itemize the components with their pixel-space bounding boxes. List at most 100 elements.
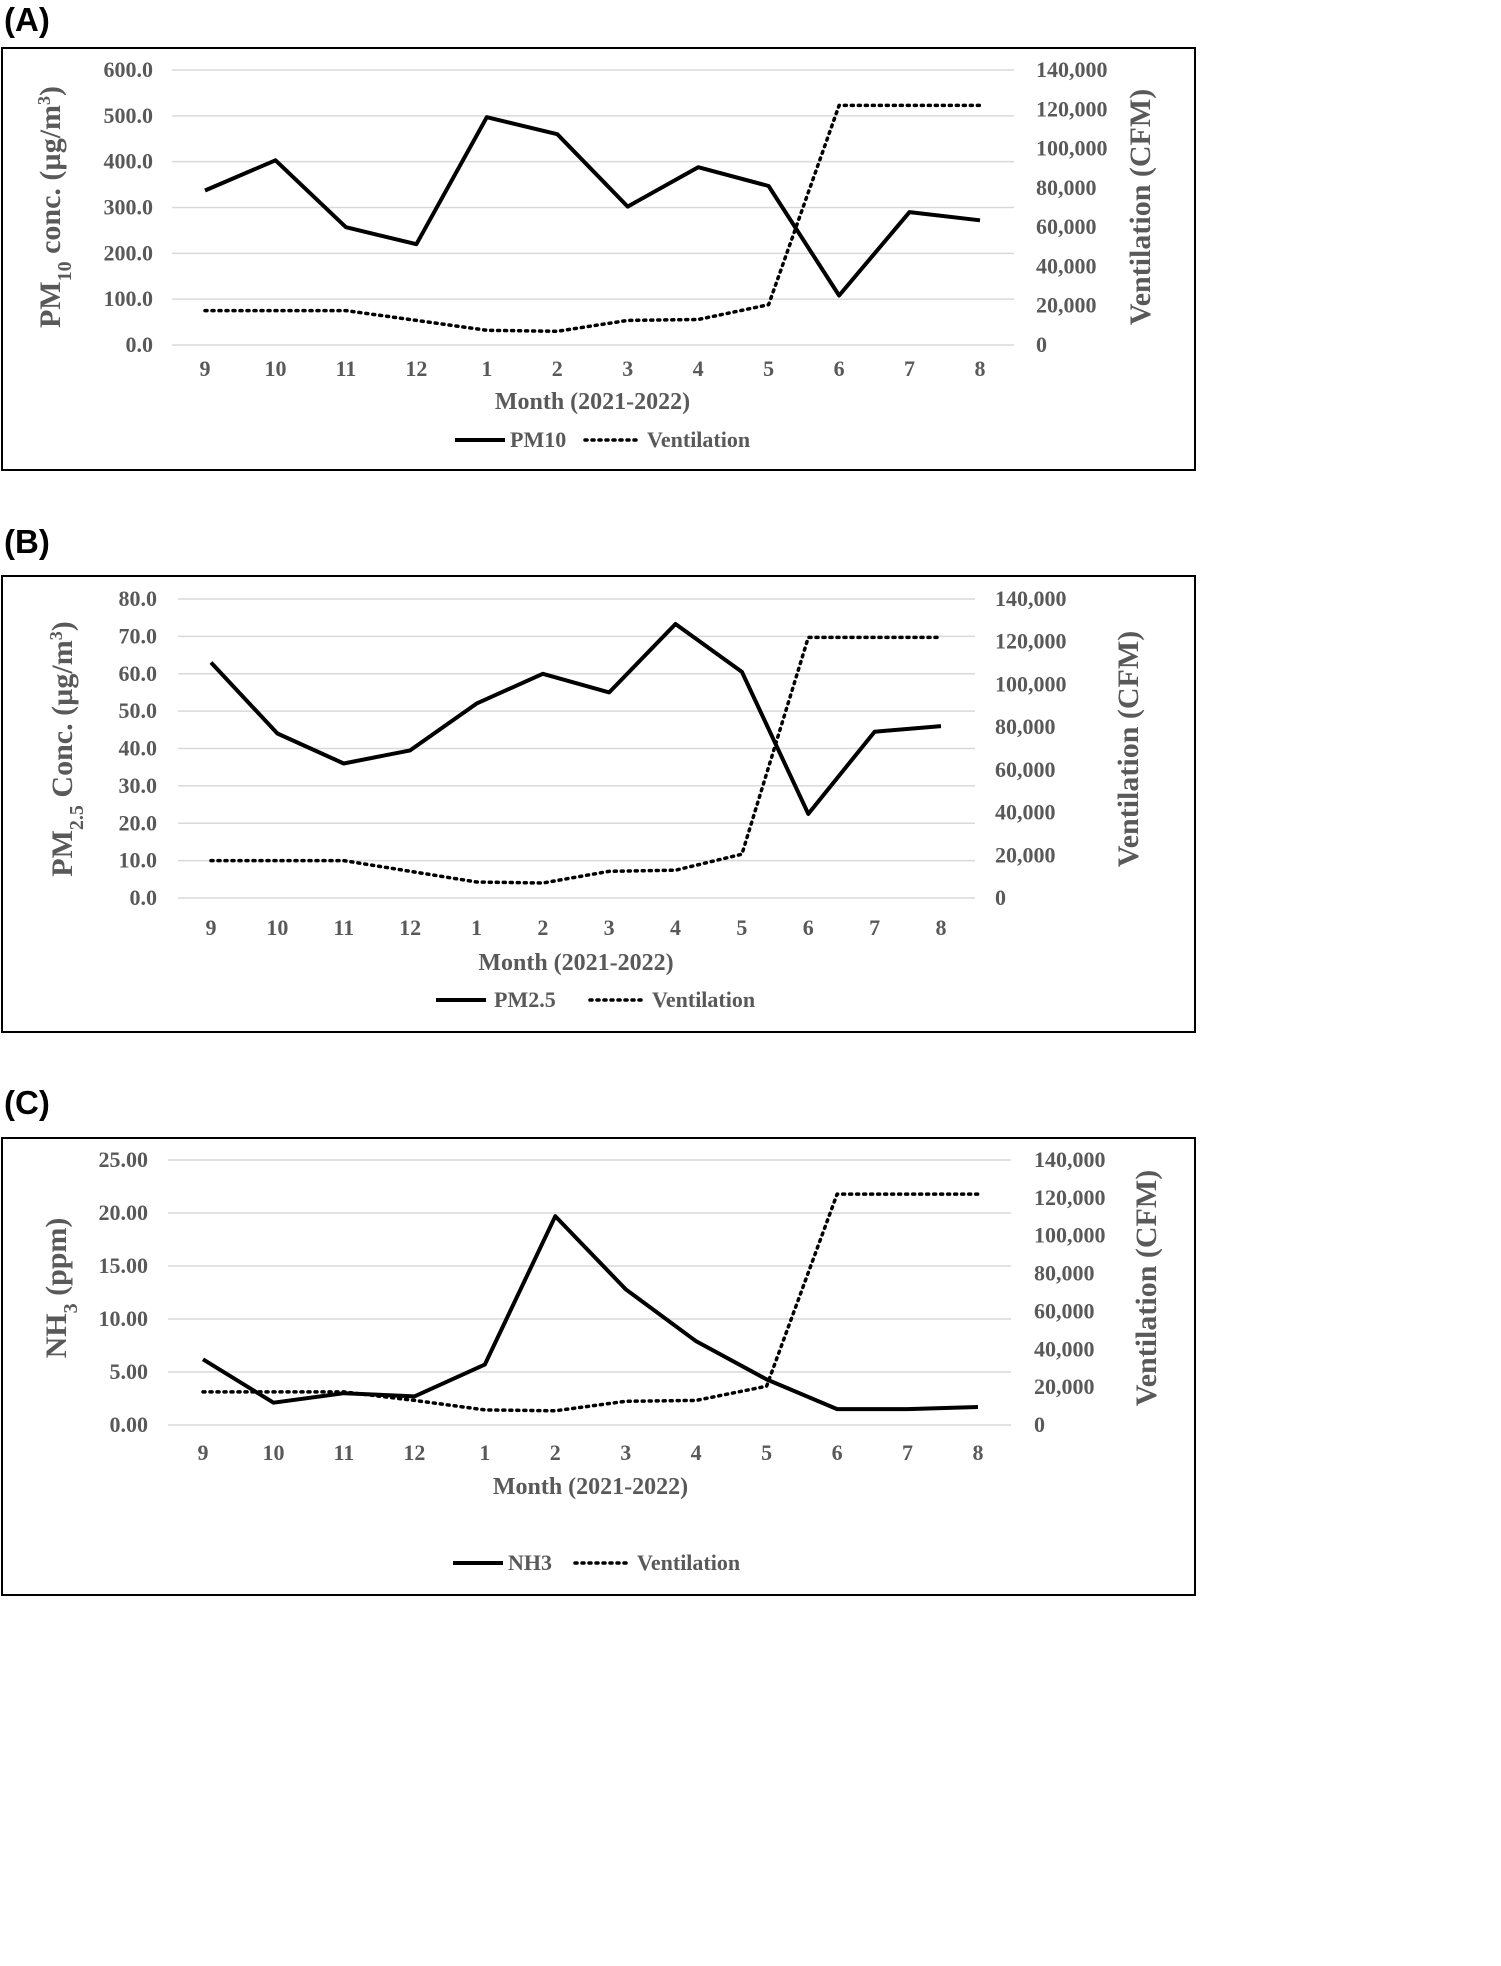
y2-tick-label: 120,000: [1036, 96, 1108, 121]
y2-tick-label: 60,000: [1036, 214, 1097, 239]
y-tick-label: 400.0: [104, 149, 154, 174]
x-tick-label: 1: [471, 915, 482, 940]
y-axis-label-part: PM: [46, 830, 79, 877]
legend-label: PM2.5: [494, 987, 556, 1012]
x-tick-label: 12: [399, 915, 421, 940]
y-axis-label: PM2.5 Conc. (µg/m3): [46, 621, 88, 876]
x-tick-label: 2: [552, 356, 563, 381]
y-tick-label: 500.0: [104, 103, 154, 128]
chart-panel-2: (B) 0.0 10.0 20.0 30.0 40.0 50.0 60.0 70.0 80.0 0 2…: [1, 523, 1196, 1033]
y2-axis-label: Ventilation (CFM): [1124, 89, 1157, 325]
y-axis-label-part: Conc. (µg/m: [46, 640, 79, 805]
x-tick-label: 3: [622, 356, 633, 381]
panel-label: (A): [4, 1, 50, 38]
y2-tick-label: 80,000: [1036, 175, 1097, 200]
y-tick-label: 0.0: [130, 885, 158, 910]
y2-tick-label: 100,000: [1034, 1223, 1106, 1248]
y2-tick-label: 40,000: [995, 800, 1056, 825]
y-axis-label-sup: 3: [34, 96, 54, 105]
x-tick-label: 3: [604, 915, 615, 940]
y-axis-label-sub: 2.5: [66, 805, 88, 830]
legend-label: PM10: [510, 427, 566, 452]
y2-tick-label: 100,000: [1036, 136, 1108, 161]
y-tick-label: 70.0: [119, 623, 158, 648]
legend-label: Ventilation: [637, 1550, 740, 1575]
y-tick-label: 15.00: [99, 1253, 149, 1278]
x-tick-label: 4: [691, 1440, 702, 1465]
y2-tick-label: 20,000: [995, 842, 1056, 867]
y2-tick-label: 80,000: [995, 714, 1056, 739]
y-tick-label: 5.00: [110, 1359, 149, 1384]
x-tick-label: 1: [481, 356, 492, 381]
legend-label: Ventilation: [647, 427, 750, 452]
y-axis-label-sup: 3: [46, 631, 66, 640]
x-tick-label: 8: [973, 1440, 984, 1465]
chart-panel-3: (C) 0.00 5.00 10.00 15.00 20.00 25.00 0 20,000 40…: [1, 1084, 1196, 1596]
x-tick-label: 11: [336, 356, 357, 381]
x-axis-label: Month (2021-2022): [495, 389, 690, 415]
y-axis-label-part: ): [34, 86, 67, 96]
y-axis-label-part: ): [46, 621, 79, 631]
y2-axis-label: Ventilation (CFM): [1130, 1170, 1163, 1406]
x-tick-label: 6: [834, 356, 845, 381]
y-axis-label-part: PM: [34, 281, 67, 328]
y2-tick-label: 120,000: [1034, 1185, 1106, 1210]
y-tick-label: 300.0: [104, 195, 154, 220]
x-tick-label: 5: [763, 356, 774, 381]
y-axis-label-part: conc. (µg/m: [34, 105, 67, 261]
y-tick-label: 20.00: [99, 1200, 149, 1225]
x-tick-label: 3: [620, 1440, 631, 1465]
y-tick-label: 600.0: [104, 57, 154, 82]
y-tick-label: 40.0: [119, 736, 158, 761]
y2-tick-label: 40,000: [1034, 1336, 1095, 1361]
x-tick-label: 10: [262, 1440, 284, 1465]
y-tick-label: 60.0: [119, 661, 158, 686]
x-tick-label: 2: [537, 915, 548, 940]
chart-frame: [1, 1137, 1196, 1596]
y2-tick-label: 20,000: [1034, 1374, 1095, 1399]
x-tick-label: 8: [936, 915, 947, 940]
x-tick-label: 9: [200, 356, 211, 381]
chart-panel-1: (A) 0.0 100.0 200.0 300.0 400.0 500.0 600.0 0 20,…: [1, 1, 1196, 471]
x-tick-label: 2: [550, 1440, 561, 1465]
y-axis-label: PM10 conc. (µg/m3): [34, 86, 76, 328]
series-line-ventilation: [203, 103, 982, 334]
series-line-pm2-5: [209, 622, 942, 816]
y2-tick-label: 0: [995, 885, 1006, 910]
x-tick-label: 12: [405, 356, 427, 381]
x-tick-label: 5: [761, 1440, 772, 1465]
y-axis-label-sub: 10: [54, 261, 76, 281]
series-line-nh3: [201, 1214, 979, 1412]
y2-tick-label: 80,000: [1034, 1261, 1095, 1286]
x-tick-label: 10: [266, 915, 288, 940]
y2-tick-label: 0: [1034, 1412, 1045, 1437]
y-tick-label: 25.00: [99, 1147, 149, 1172]
y-axis-label-part: (ppm): [40, 1218, 73, 1304]
x-axis-label: Month (2021-2022): [478, 950, 673, 976]
y-tick-label: 0.0: [126, 332, 154, 357]
y-tick-label: 100.0: [104, 286, 154, 311]
y-tick-label: 80.0: [119, 586, 158, 611]
panel-label: (C): [4, 1084, 50, 1121]
y-tick-label: 10.00: [99, 1306, 149, 1331]
legend-label: NH3: [508, 1550, 552, 1575]
x-tick-label: 12: [403, 1440, 425, 1465]
y-axis-label-sub: 3: [60, 1303, 82, 1313]
x-tick-label: 11: [333, 915, 354, 940]
panel-label: (B): [4, 523, 50, 560]
y2-tick-label: 140,000: [995, 586, 1067, 611]
x-tick-label: 10: [264, 356, 286, 381]
legend-label: Ventilation: [652, 987, 755, 1012]
x-tick-label: 9: [206, 915, 217, 940]
x-tick-label: 7: [869, 915, 880, 940]
y-axis-label-part: NH: [40, 1313, 73, 1358]
x-tick-label: 8: [975, 356, 986, 381]
chart-frame: [1, 47, 1196, 471]
y-tick-label: 10.0: [119, 848, 158, 873]
x-tick-label: 6: [832, 1440, 843, 1465]
x-tick-label: 4: [670, 915, 681, 940]
x-tick-label: 11: [334, 1440, 355, 1465]
y2-tick-label: 60,000: [1034, 1298, 1095, 1323]
y-tick-label: 20.0: [119, 810, 158, 835]
